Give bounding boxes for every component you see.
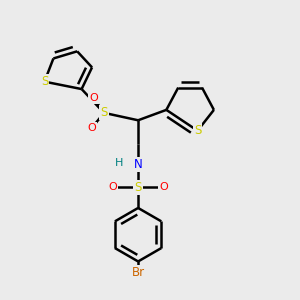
Text: H: H: [115, 158, 123, 168]
Text: O: O: [109, 182, 117, 192]
Text: O: O: [88, 123, 96, 133]
Text: S: S: [41, 75, 48, 88]
Text: S: S: [100, 106, 108, 119]
Text: Br: Br: [131, 266, 145, 279]
Text: S: S: [194, 124, 201, 137]
Text: O: O: [89, 93, 98, 103]
Text: N: N: [134, 158, 142, 171]
Text: S: S: [134, 181, 142, 194]
Text: O: O: [159, 182, 168, 192]
